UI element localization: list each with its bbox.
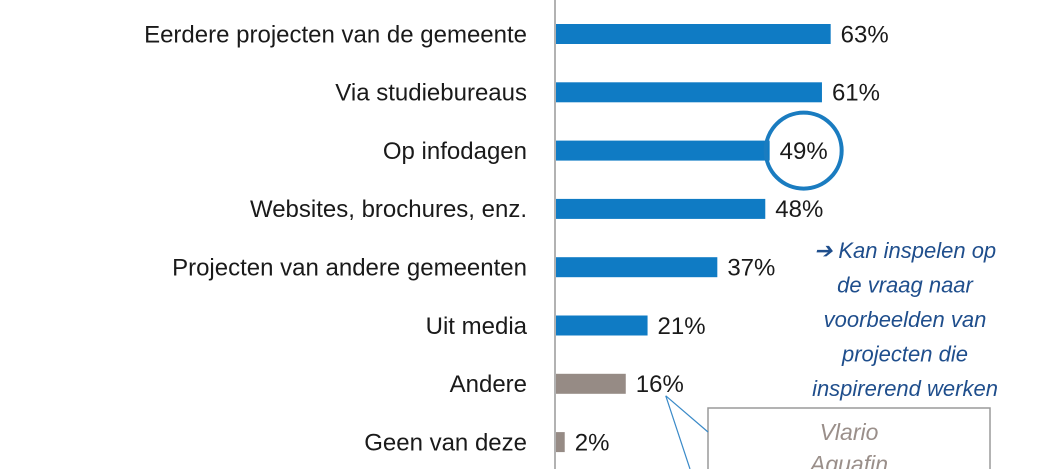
value-label: 63% [841,21,889,48]
annotation: voorbeelden van [824,307,987,332]
callout-line [665,395,691,469]
callout-text: Aquafin [808,451,888,469]
annotation: ➔ Kan inspelen op [814,238,996,263]
category-label: Websites, brochures, enz. [250,196,527,223]
bar [556,315,648,336]
category-label: Eerdere projecten van de gemeente [144,21,527,48]
bar [556,373,626,394]
bar [556,198,766,219]
value-label: 16% [636,371,684,398]
category-label: Andere [450,371,527,398]
category-label: Projecten van andere gemeenten [172,255,527,282]
value-label: 61% [832,80,880,107]
value-label: 37% [727,255,775,282]
bar [556,140,770,161]
category-label: Uit media [426,313,528,340]
bar [556,432,565,453]
callout-box [707,407,991,469]
value-label: 2% [575,429,610,456]
bar [556,24,831,44]
annotation: inspirerend werken [812,376,998,401]
value-label: 49% [780,138,828,165]
callout-line [665,395,709,433]
category-label: Via studiebureaus [335,80,527,107]
annotation: de vraag naar [837,272,974,297]
value-label: 48% [775,196,823,223]
highlight-circle [763,110,844,191]
value-label: 21% [658,313,706,340]
category-label: Op infodagen [383,138,527,165]
bar [556,82,822,103]
category-label: Geen van deze [364,429,527,456]
bar [556,257,718,278]
callout-text: Vlario [820,419,879,445]
annotation: projecten die [841,341,968,366]
